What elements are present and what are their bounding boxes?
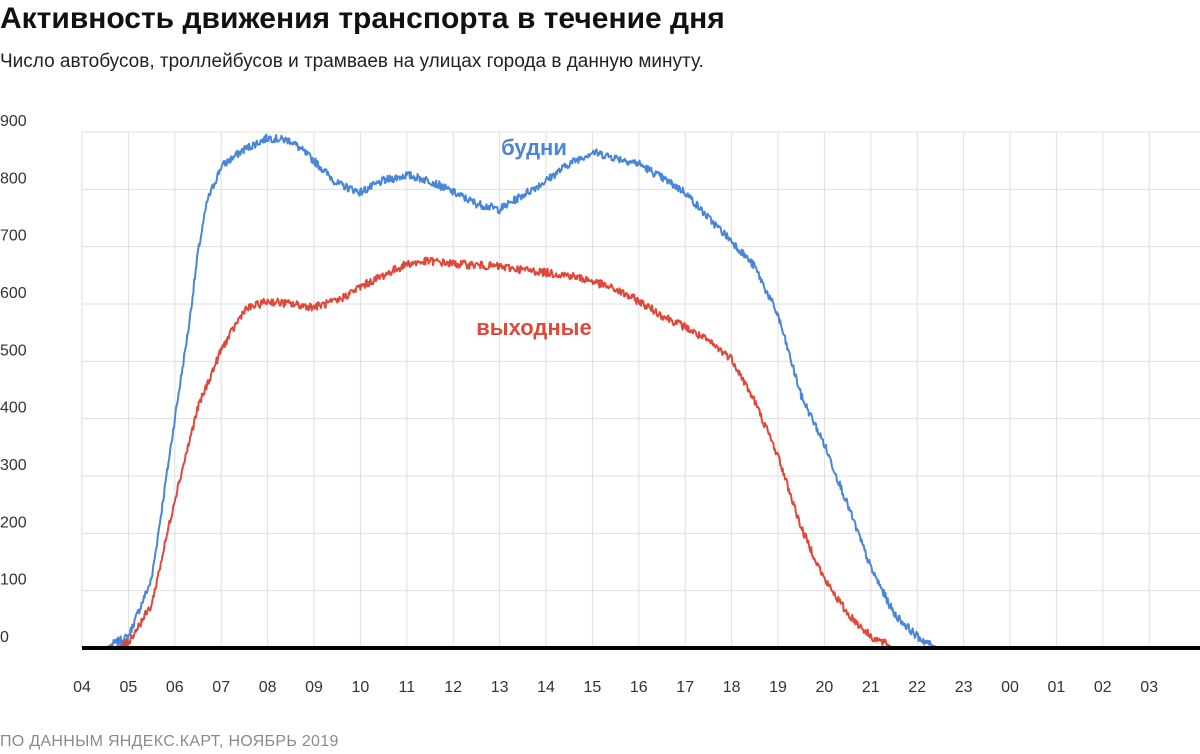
weekend-series-label: выходные (476, 315, 591, 340)
y-tick-label: 400 (0, 400, 27, 417)
x-tick-label: 03 (1140, 679, 1158, 696)
weekdays-series-line (81, 133, 1150, 649)
x-tick-label: 02 (1094, 679, 1112, 696)
y-tick-label: 500 (0, 342, 27, 359)
weekdays-series-label: будни (501, 135, 567, 160)
x-tick-label: 10 (352, 679, 370, 696)
x-tick-label: 11 (398, 679, 415, 696)
x-tick-label: 20 (816, 679, 834, 696)
x-tick-label: 13 (491, 679, 509, 696)
x-tick-label: 15 (584, 679, 602, 696)
x-tick-label: 00 (1001, 679, 1019, 696)
x-tick-label: 17 (676, 679, 694, 696)
x-tick-label: 19 (769, 679, 787, 696)
y-tick-label: 100 (0, 572, 27, 589)
x-tick-label: 12 (444, 679, 462, 696)
x-tick-label: 22 (908, 679, 926, 696)
x-tick-label: 04 (73, 679, 91, 696)
chart-title: Активность движения транспорта в течение… (0, 2, 725, 35)
y-tick-label: 900 (0, 113, 27, 130)
y-tick-label: 700 (0, 228, 27, 245)
x-tick-label: 05 (120, 679, 138, 696)
x-tick-label: 14 (537, 679, 555, 696)
weekend-series-line (81, 256, 1150, 649)
x-tick-label: 16 (630, 679, 648, 696)
x-tick-label: 07 (212, 679, 230, 696)
y-tick-label: 300 (0, 457, 27, 474)
y-tick-label: 200 (0, 514, 27, 531)
x-tick-label: 09 (305, 679, 323, 696)
x-tick-label: 06 (166, 679, 184, 696)
x-tick-label: 18 (723, 679, 741, 696)
y-tick-label: 600 (0, 285, 27, 302)
x-tick-label: 21 (862, 679, 880, 696)
data-source-note: ПО ДАННЫМ ЯНДЕКС.КАРТ, НОЯБРЬ 2019 (0, 733, 339, 750)
x-tick-label: 23 (955, 679, 973, 696)
y-tick-label: 800 (0, 170, 27, 187)
x-tick-label: 08 (259, 679, 277, 696)
x-tick-label: 01 (1048, 679, 1066, 696)
chart-subtitle: Число автобусов, троллейбусов и трамваев… (0, 51, 704, 72)
y-tick-label: 0 (0, 629, 9, 646)
